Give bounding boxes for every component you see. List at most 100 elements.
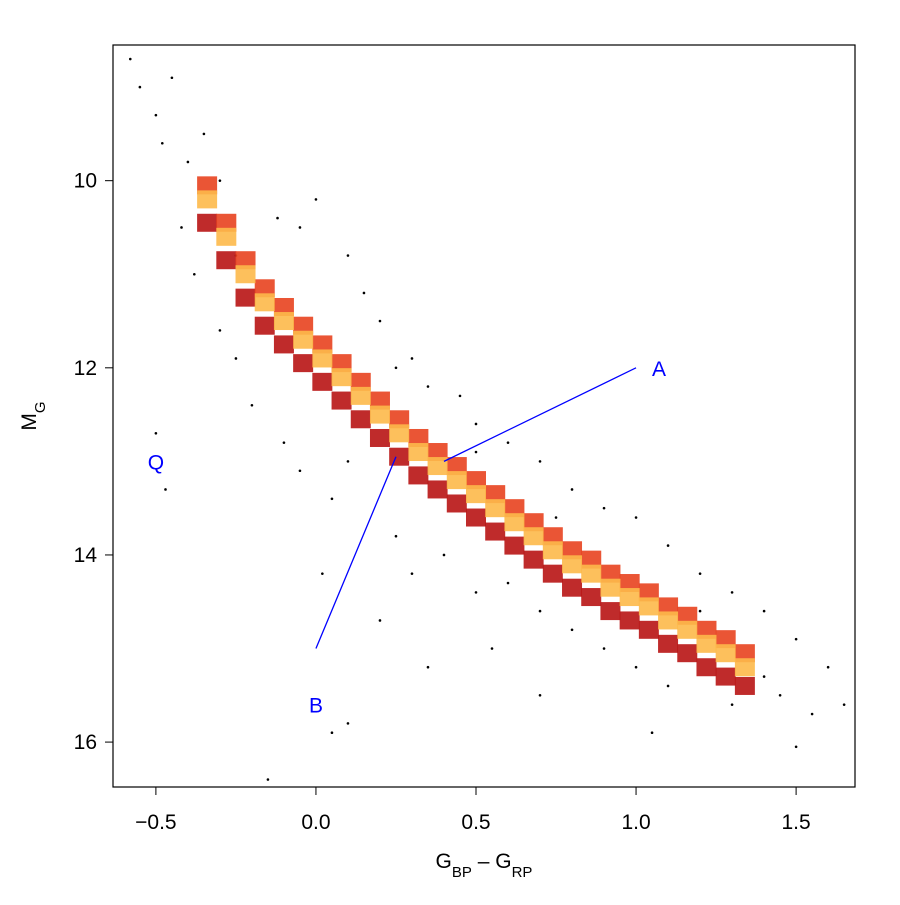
density-cell bbox=[350, 372, 371, 391]
density-cell bbox=[408, 428, 429, 447]
density-cell bbox=[600, 564, 621, 583]
star-point bbox=[180, 226, 183, 229]
star-point bbox=[826, 665, 830, 669]
star-point bbox=[570, 488, 574, 491]
density-cell bbox=[542, 527, 563, 546]
label-part: BP bbox=[452, 864, 472, 881]
star-point bbox=[538, 694, 542, 697]
star-point bbox=[442, 553, 446, 557]
density-cell bbox=[562, 555, 583, 574]
density-cell bbox=[504, 499, 525, 518]
star-point bbox=[330, 497, 334, 501]
density-cell bbox=[216, 227, 237, 246]
density-cell bbox=[465, 485, 486, 504]
star-point bbox=[698, 609, 702, 613]
star-point bbox=[250, 403, 254, 407]
density-cell bbox=[197, 213, 218, 232]
density-cell bbox=[465, 508, 486, 527]
x-tick-label: −0.5 bbox=[135, 811, 176, 834]
density-cell bbox=[696, 620, 717, 639]
density-cell bbox=[600, 602, 621, 621]
density-cell bbox=[293, 330, 314, 349]
star-point bbox=[474, 591, 478, 594]
density-cell bbox=[389, 410, 410, 429]
density-cell bbox=[369, 405, 390, 424]
star-point bbox=[394, 534, 398, 538]
label-part: G bbox=[436, 850, 452, 873]
star-point bbox=[762, 675, 766, 678]
density-cell bbox=[619, 611, 640, 630]
density-cell bbox=[696, 658, 717, 677]
star-point bbox=[762, 609, 766, 613]
star-point bbox=[234, 357, 238, 360]
star-point bbox=[154, 432, 158, 435]
density-cell bbox=[658, 611, 679, 630]
density-cell bbox=[485, 485, 506, 504]
density-cell bbox=[197, 190, 218, 209]
density-cell bbox=[254, 279, 275, 298]
y-tick-label: 12 bbox=[74, 357, 97, 380]
x-tick-label: 1.0 bbox=[621, 811, 650, 834]
star-point bbox=[298, 469, 302, 473]
density-cell bbox=[465, 471, 486, 490]
star-point bbox=[474, 450, 478, 454]
density-cell bbox=[389, 424, 410, 443]
star-point bbox=[842, 703, 846, 706]
star-point bbox=[650, 731, 654, 735]
star-point bbox=[554, 516, 558, 519]
density-cell bbox=[542, 541, 563, 560]
x-axis-label: GBP – GRP bbox=[436, 850, 533, 881]
density-cell bbox=[734, 644, 755, 663]
y-tick-label: 14 bbox=[74, 544, 98, 567]
star-point bbox=[193, 272, 196, 276]
star-point bbox=[810, 712, 814, 716]
density-cell bbox=[696, 634, 717, 653]
star-point bbox=[538, 460, 542, 463]
density-cell bbox=[216, 251, 237, 270]
star-point bbox=[202, 132, 206, 136]
annotation-label: B bbox=[309, 695, 323, 718]
density-cell bbox=[581, 550, 602, 569]
star-point bbox=[602, 647, 606, 650]
x-tick-label: 1.5 bbox=[781, 811, 810, 834]
density-cell bbox=[273, 297, 294, 316]
label-part: – G bbox=[472, 850, 512, 873]
density-cell bbox=[504, 536, 525, 555]
density-cell bbox=[485, 522, 506, 541]
density-cell bbox=[677, 620, 698, 639]
density-cell bbox=[619, 588, 640, 607]
annotation-line bbox=[443, 367, 637, 462]
density-cell bbox=[331, 354, 352, 373]
y-axis-label: MG bbox=[18, 401, 49, 430]
density-cell bbox=[619, 574, 640, 593]
star-point bbox=[330, 731, 334, 735]
label-part: M bbox=[18, 413, 41, 431]
star-point bbox=[538, 609, 542, 613]
y-tick-label: 10 bbox=[74, 170, 97, 193]
density-cell bbox=[446, 457, 467, 476]
annotation-line bbox=[315, 456, 397, 649]
density-cell bbox=[542, 564, 563, 583]
density-cell bbox=[677, 606, 698, 625]
star-point bbox=[394, 366, 398, 370]
star-point bbox=[698, 572, 702, 575]
density-cell bbox=[638, 597, 659, 616]
density-cell bbox=[331, 391, 352, 410]
density-cell bbox=[273, 335, 294, 354]
density-cell bbox=[715, 630, 736, 649]
annotation-label: A bbox=[652, 358, 666, 381]
star-point bbox=[346, 460, 350, 463]
star-point bbox=[218, 179, 222, 182]
density-cell bbox=[715, 667, 736, 686]
star-point bbox=[666, 684, 670, 688]
density-cell bbox=[350, 410, 371, 429]
density-cell bbox=[581, 588, 602, 607]
star-point bbox=[276, 216, 279, 220]
star-point bbox=[128, 57, 132, 61]
density-cell bbox=[389, 447, 410, 466]
density-cell bbox=[427, 480, 448, 499]
star-point bbox=[602, 506, 606, 510]
density-cell bbox=[331, 368, 352, 387]
density-cell bbox=[446, 494, 467, 513]
